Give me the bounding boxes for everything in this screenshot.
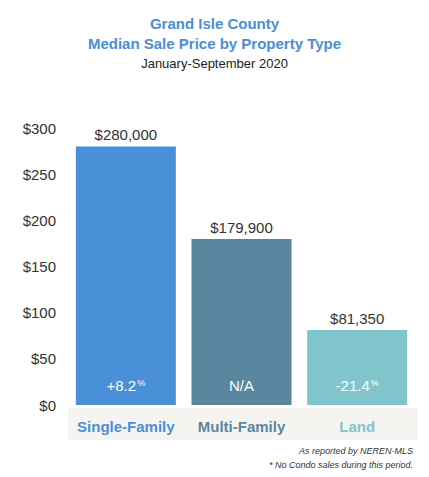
svg-text:Multi-Family: Multi-Family <box>198 418 286 435</box>
svg-text:Land: Land <box>339 418 375 435</box>
svg-text:$50: $50 <box>31 350 56 367</box>
svg-text:N/A: N/A <box>229 377 254 394</box>
svg-text:January-September 2020: January-September 2020 <box>141 56 288 71</box>
svg-text:$179,900: $179,900 <box>210 219 273 236</box>
svg-text:Single-Family: Single-Family <box>77 418 175 435</box>
svg-text:Median Sale Price by Property: Median Sale Price by Property Type <box>88 35 341 52</box>
svg-text:+8.2: +8.2 <box>107 377 137 394</box>
svg-text:$0: $0 <box>39 397 56 414</box>
svg-text:$280,000: $280,000 <box>95 126 158 143</box>
svg-text:$200: $200 <box>23 212 56 229</box>
svg-text:$250: $250 <box>23 166 56 183</box>
svg-text:Grand Isle County: Grand Isle County <box>150 15 280 32</box>
svg-text:%: % <box>137 378 145 388</box>
svg-text:$81,350: $81,350 <box>330 310 384 327</box>
svg-text:$150: $150 <box>23 258 56 275</box>
svg-text:-21.4: -21.4 <box>336 377 370 394</box>
svg-text:* No Condo sales during this p: * No Condo sales during this period. <box>269 460 413 470</box>
svg-text:$100: $100 <box>23 304 56 321</box>
svg-text:$300: $300 <box>23 120 56 137</box>
svg-text:As reported by NEREN-MLS: As reported by NEREN-MLS <box>298 446 413 456</box>
svg-text:%: % <box>371 378 379 388</box>
